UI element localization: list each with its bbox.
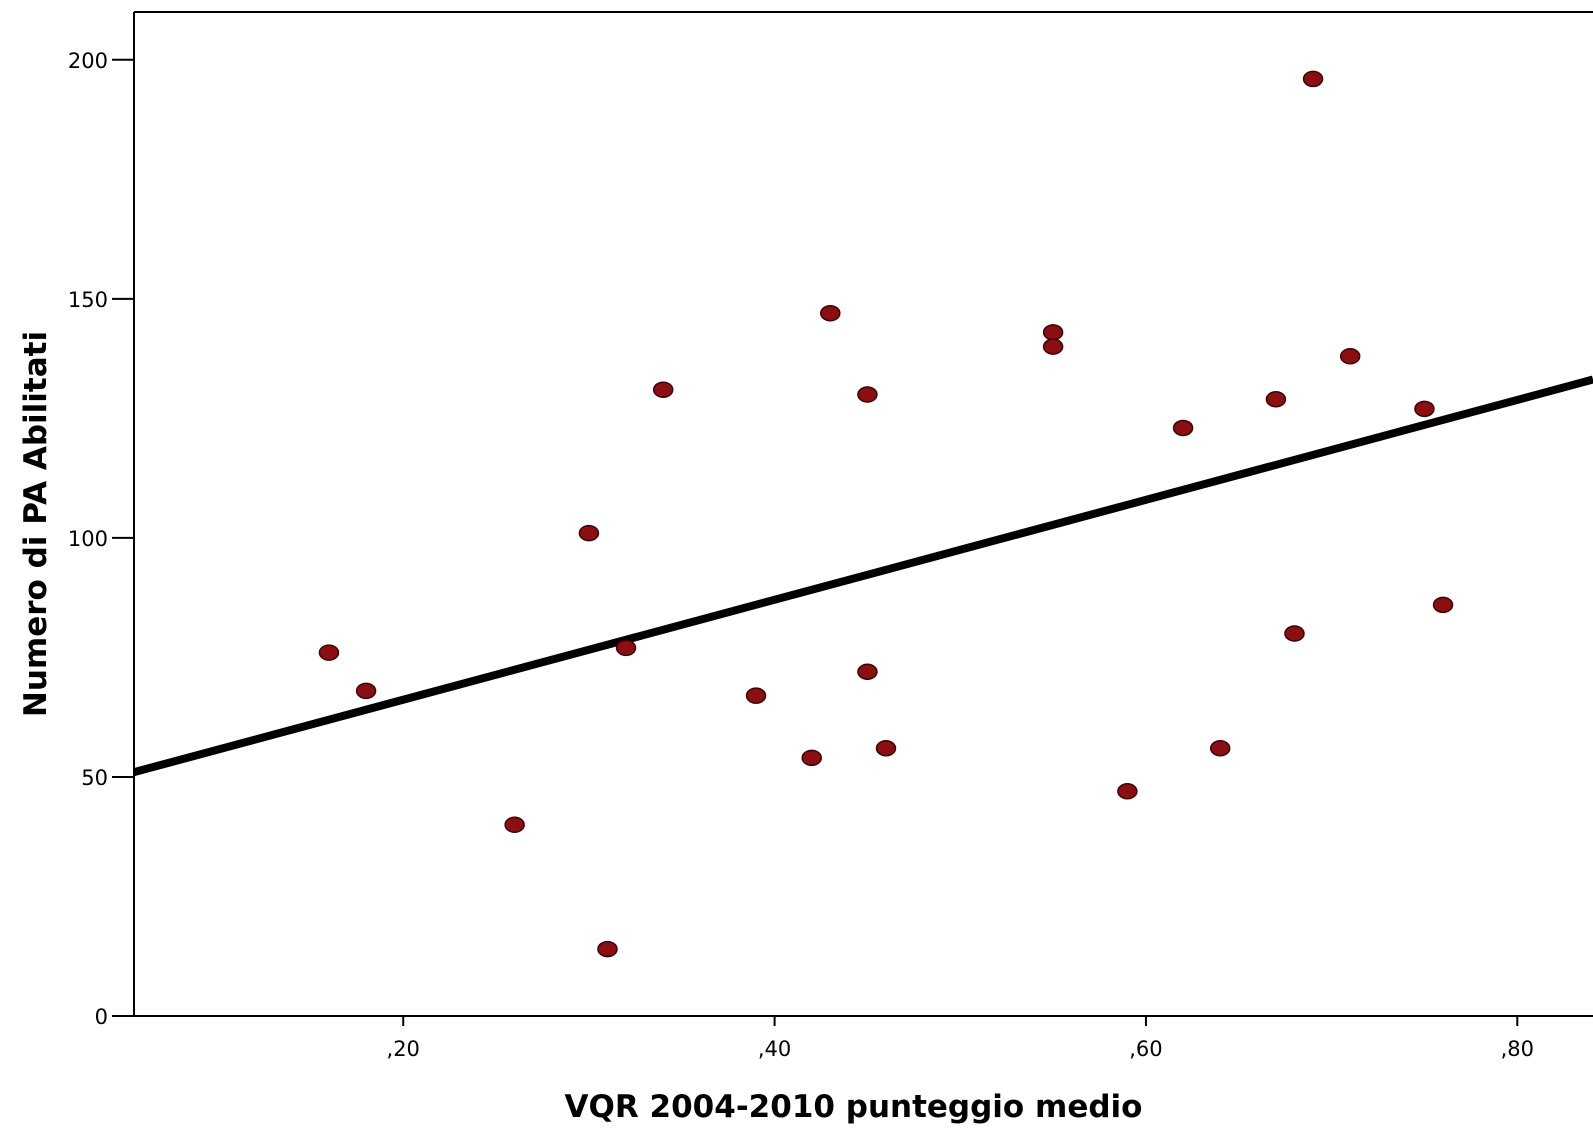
y-tick-label: 0 bbox=[95, 1005, 108, 1029]
fit-line-layer bbox=[134, 375, 1593, 777]
fit-line bbox=[134, 375, 1593, 777]
plot-frame bbox=[133, 11, 1593, 1017]
data-point bbox=[652, 381, 674, 398]
x-axis-title: VQR 2004-2010 punteggio medio bbox=[565, 1089, 1143, 1125]
data-point bbox=[504, 816, 525, 834]
y-axis: 0 50 100 150 200 bbox=[68, 49, 134, 1029]
data-point bbox=[597, 940, 618, 958]
x-tick-label: ,40 bbox=[758, 1037, 791, 1061]
points-layer bbox=[318, 70, 1454, 958]
y-axis-title: Numero di PA Abilitati bbox=[18, 331, 54, 717]
data-point bbox=[1172, 419, 1194, 437]
data-point bbox=[578, 524, 600, 542]
data-point bbox=[615, 639, 637, 657]
x-axis: ,20 ,40 ,60 ,80 bbox=[387, 1016, 1534, 1061]
data-point bbox=[875, 740, 897, 757]
data-point bbox=[857, 386, 878, 403]
data-point bbox=[1042, 338, 1064, 355]
data-point bbox=[318, 644, 340, 661]
data-point bbox=[1265, 391, 1287, 408]
data-point bbox=[1432, 596, 1454, 614]
data-point bbox=[1284, 625, 1305, 642]
y-tick-label: 200 bbox=[68, 49, 108, 73]
data-point bbox=[801, 749, 822, 767]
data-point bbox=[1042, 324, 1064, 341]
x-tick-label: ,60 bbox=[1129, 1037, 1162, 1061]
data-point bbox=[820, 304, 841, 322]
x-tick-label: ,80 bbox=[1501, 1037, 1534, 1061]
data-point bbox=[1209, 740, 1231, 757]
y-tick-label: 150 bbox=[68, 288, 108, 312]
data-point bbox=[1302, 70, 1324, 88]
data-point bbox=[745, 687, 767, 704]
y-tick-label: 50 bbox=[81, 766, 108, 790]
data-point bbox=[1117, 783, 1138, 800]
data-point bbox=[1339, 347, 1361, 365]
data-point bbox=[1414, 400, 1435, 418]
data-point bbox=[355, 682, 377, 700]
x-tick-label: ,20 bbox=[387, 1037, 420, 1061]
data-point bbox=[857, 663, 878, 681]
y-tick-label: 100 bbox=[68, 527, 108, 551]
